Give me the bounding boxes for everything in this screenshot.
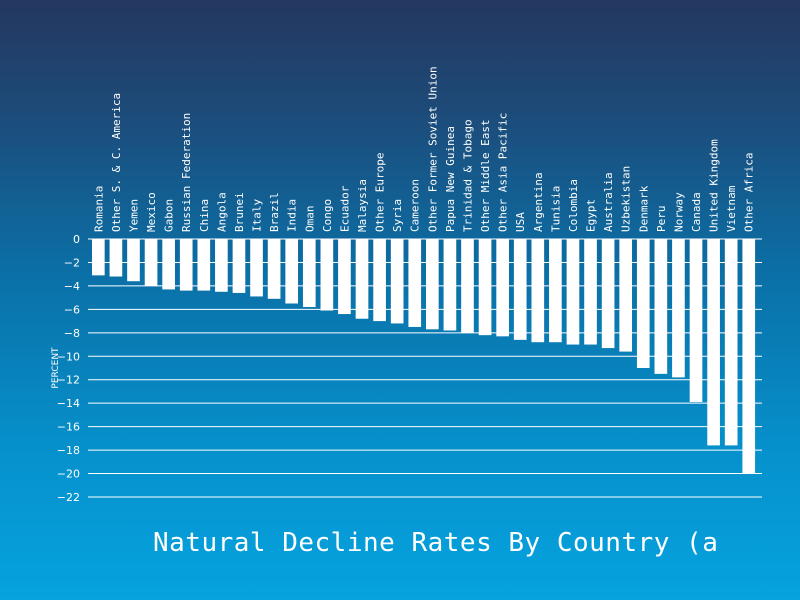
- bar: [267, 239, 281, 299]
- bar: [179, 239, 193, 291]
- y-tick-label: −4: [64, 280, 80, 293]
- bar: [162, 239, 175, 290]
- bar: [566, 239, 580, 345]
- chart-title: Natural Decline Rates By Country (a: [153, 528, 719, 558]
- x-tick-label: Egypt: [585, 199, 598, 232]
- x-tick-label: Brazil: [268, 192, 281, 232]
- bar: [742, 239, 756, 474]
- x-tick-label: Peru: [655, 206, 668, 233]
- bar: [390, 239, 404, 324]
- bar: [531, 239, 545, 343]
- x-tick-label: Tunisia: [549, 186, 562, 232]
- bar: [215, 239, 228, 292]
- bar: [496, 239, 509, 337]
- x-tick-label: Other Middle East: [479, 119, 492, 232]
- x-tick-label: Cameroon: [409, 179, 422, 232]
- bar: [724, 239, 738, 446]
- y-tick-label: −22: [57, 491, 80, 504]
- x-tick-label: India: [286, 199, 299, 232]
- x-tick-label: Uzbekistan: [620, 166, 633, 232]
- bar: [443, 239, 457, 331]
- y-tick-label: −2: [64, 256, 80, 269]
- y-axis-ticks: 0 −2 −4 −6 −8 −10 −12 −14 −16 −18 −20 −22: [57, 233, 80, 504]
- x-tick-label: United Kingdom: [708, 139, 721, 232]
- x-tick-label: Colombia: [567, 179, 580, 232]
- x-tick-label: Other S. & C. America: [110, 93, 123, 232]
- x-tick-label: Mexico: [145, 192, 158, 232]
- y-tick-label: −12: [57, 374, 80, 387]
- y-tick-label: −8: [64, 327, 80, 340]
- y-tick-label: −18: [57, 444, 80, 457]
- x-tick-label: Other Asia Pacific: [497, 113, 510, 232]
- bar: [513, 239, 527, 340]
- bar: [355, 239, 369, 319]
- bar: [601, 239, 615, 349]
- x-tick-label: Other Europe: [374, 153, 387, 232]
- bar: [689, 239, 703, 403]
- x-tick-label: Italy: [251, 199, 264, 232]
- bar: [197, 239, 211, 291]
- bar: [285, 239, 299, 304]
- bar: [338, 239, 351, 315]
- bar: [232, 239, 246, 293]
- bar: [549, 239, 562, 343]
- x-tick-label: Trinidad & Tobago: [461, 119, 474, 232]
- x-tick-label: Brunei: [233, 192, 246, 232]
- x-tick-label: Congo: [321, 199, 334, 232]
- x-axis-labels: Romania Other S. & C. America Yemen Mexico G…: [92, 66, 755, 232]
- bar: [619, 239, 633, 352]
- bar: [250, 239, 263, 297]
- x-tick-label: Russian Federation: [180, 113, 193, 232]
- bar: [478, 239, 492, 336]
- bar: [373, 239, 386, 322]
- bar: [707, 239, 720, 446]
- x-tick-label: Other Former Soviet Union: [426, 66, 439, 232]
- y-tick-label: −20: [57, 468, 80, 481]
- x-tick-label: USA: [514, 212, 527, 232]
- x-tick-label: Romania: [92, 186, 105, 232]
- bar: [127, 239, 140, 282]
- x-tick-label: Malaysia: [356, 179, 369, 232]
- bar: [426, 239, 439, 330]
- x-tick-label: China: [198, 199, 211, 232]
- y-axis-label: PERCENT: [51, 347, 61, 389]
- x-tick-label: Yemen: [127, 199, 140, 232]
- y-tick-label: −16: [57, 421, 80, 434]
- bar: [636, 239, 650, 368]
- x-tick-label: Australia: [602, 172, 615, 232]
- bar: [461, 239, 474, 333]
- x-tick-label: Vietnam: [725, 185, 738, 232]
- x-tick-label: Norway: [672, 192, 685, 232]
- x-tick-label: Denmark: [637, 185, 650, 232]
- y-tick-label: 0: [73, 233, 80, 246]
- y-tick-label: −14: [57, 397, 80, 410]
- x-tick-label: Ecuador: [338, 185, 351, 232]
- bar: [92, 239, 105, 276]
- bar: [144, 239, 158, 286]
- y-tick-label: −10: [57, 350, 80, 363]
- x-tick-label: Oman: [303, 206, 316, 233]
- bars: [92, 239, 756, 474]
- bar: [672, 239, 685, 378]
- bar: [408, 239, 422, 327]
- x-tick-label: Angola: [215, 192, 228, 232]
- y-tick-label: −6: [64, 303, 80, 316]
- bar: [654, 239, 668, 374]
- x-tick-label: Gabon: [163, 199, 176, 232]
- x-tick-label: Argentina: [532, 172, 545, 232]
- x-tick-label: Canada: [690, 192, 703, 232]
- bar: [109, 239, 123, 277]
- bar: [320, 239, 334, 311]
- x-tick-label: Papua New Guinea: [444, 126, 457, 232]
- bar: [584, 239, 597, 345]
- x-tick-label: Syria: [391, 199, 404, 232]
- x-tick-label: Other Africa: [743, 153, 756, 232]
- bar: [302, 239, 316, 308]
